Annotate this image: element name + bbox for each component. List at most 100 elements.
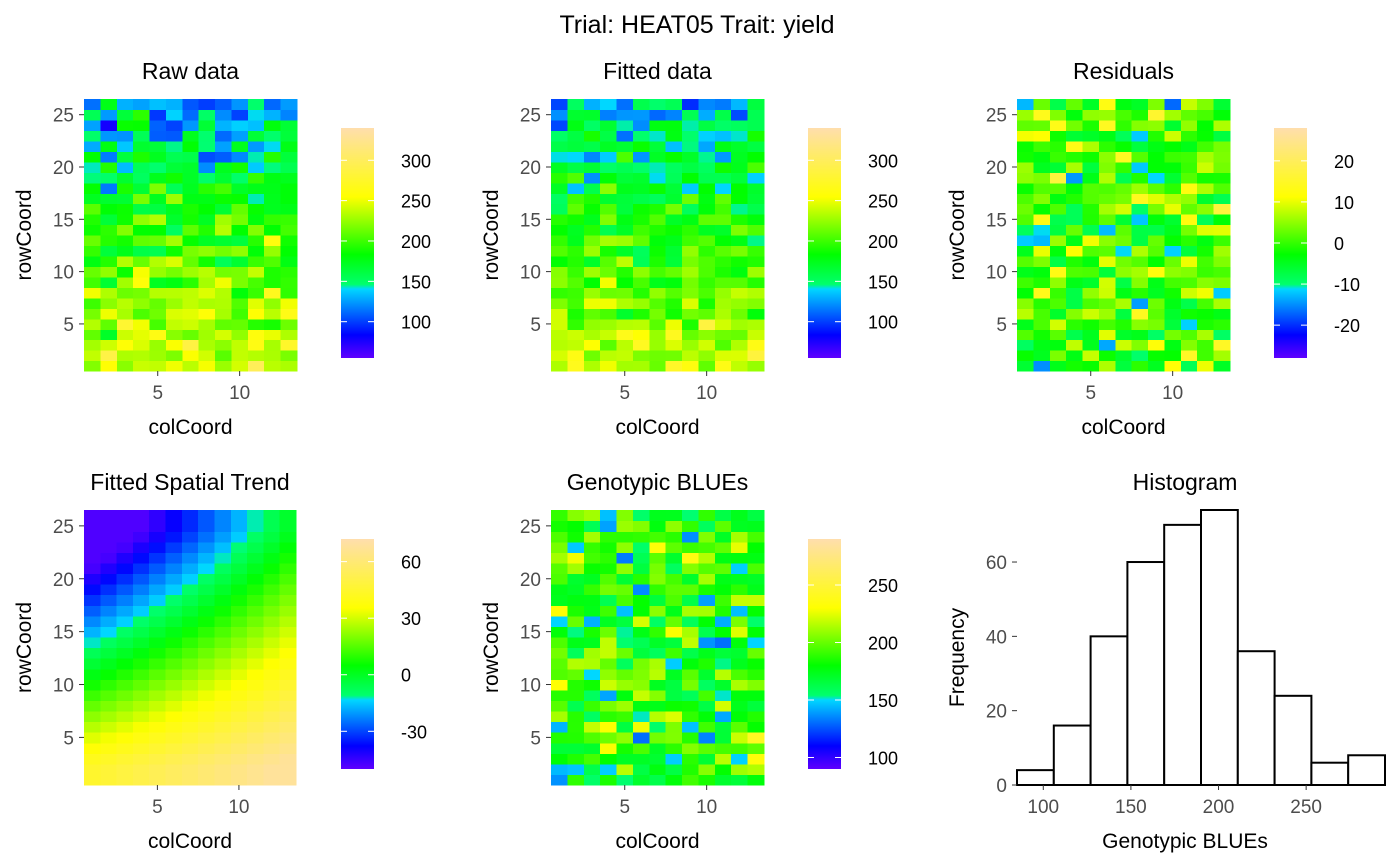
heatmap-cell: [100, 562, 118, 575]
heatmap-cell: [100, 541, 118, 553]
heatmap-cell: [132, 531, 150, 543]
heatmap-cell: [698, 626, 716, 638]
heatmap-cell: [682, 605, 700, 617]
heatmap-cell: [600, 510, 618, 522]
heatmap-cell: [132, 541, 150, 553]
heatmap-cell: [682, 636, 700, 649]
heatmap-cell: [1082, 339, 1100, 351]
heatmap-cell: [149, 584, 167, 596]
heatmap-cell: [1049, 308, 1067, 320]
heatmap-cell: [1049, 161, 1067, 173]
heatmap-cell: [1180, 245, 1198, 257]
heatmap-cell: [247, 339, 265, 351]
heatmap-cell: [181, 658, 199, 670]
heatmap-cell: [1148, 245, 1166, 257]
heatmap-cell: [231, 182, 249, 194]
heatmap-cell: [649, 615, 667, 627]
legend-label: -10: [1334, 275, 1360, 295]
heatmap-cell: [583, 276, 601, 288]
heatmap-cell: [632, 287, 650, 299]
heatmap-cell: [682, 763, 700, 776]
heatmap-cell: [165, 193, 183, 205]
heatmap-cell: [247, 308, 265, 320]
heatmap-cell: [649, 182, 667, 194]
heatmap-cell: [1148, 255, 1166, 267]
heatmap-cell: [1148, 151, 1166, 163]
heatmap-cell: [132, 584, 150, 596]
heatmap-cell: [231, 193, 249, 205]
heatmap-cell: [600, 573, 618, 585]
heatmap-cell: [1082, 151, 1100, 163]
heatmap-cell: [1164, 203, 1182, 215]
heatmap-cell: [1115, 99, 1133, 111]
heatmap-cell: [1197, 308, 1215, 320]
heatmap-cell: [682, 658, 700, 670]
heatmap-cell: [567, 266, 585, 278]
heatmap-cell: [1066, 266, 1084, 278]
heatmap-cell: [551, 679, 568, 691]
heatmap-cell: [714, 214, 732, 226]
heatmap-cell: [214, 742, 232, 754]
heatmap-cell: [731, 329, 749, 341]
heatmap-cell: [567, 140, 585, 152]
legend-label: 100: [868, 749, 898, 769]
heatmap-cell: [600, 161, 618, 173]
heatmap-cell: [231, 119, 249, 131]
heatmap-cell: [1197, 203, 1215, 215]
heatmap-cell: [682, 119, 700, 131]
heatmap-cell: [1066, 99, 1084, 111]
heatmap-cell: [600, 119, 618, 131]
heatmap-cell: [1131, 360, 1149, 372]
heatmap-cell: [149, 182, 167, 194]
heatmap-cell: [583, 329, 601, 341]
heatmap-cell: [551, 255, 568, 267]
x-tick-label: 5: [152, 383, 163, 404]
heatmap-cell: [149, 235, 167, 247]
y-tick-label: 0: [996, 776, 1007, 797]
heatmap-cell: [567, 318, 585, 330]
heatmap-cell: [649, 763, 667, 776]
heatmap-cell: [698, 615, 716, 627]
heatmap-cell: [214, 584, 232, 596]
heatmap-cell: [182, 224, 200, 236]
heatmap-cell: [132, 774, 150, 786]
heatmap-cell: [247, 531, 264, 543]
heatmap-cell: [198, 245, 216, 257]
heatmap-cell: [100, 689, 118, 701]
heatmap-cell: [665, 626, 683, 638]
heatmap-cell: [1098, 172, 1116, 184]
heatmap-cell: [165, 235, 183, 247]
heatmap-cell: [551, 130, 568, 142]
heatmap-cell: [600, 626, 618, 638]
heatmap-cell: [132, 552, 150, 564]
heatmap-cell: [198, 700, 216, 712]
heatmap-cell: [1164, 161, 1182, 173]
heatmap-cell: [132, 721, 150, 733]
heatmap-cell: [132, 510, 150, 522]
heatmap-cell: [149, 552, 167, 564]
heatmap-cell: [616, 753, 634, 765]
heatmap-cell: [698, 520, 716, 532]
heatmap-cell: [280, 297, 298, 309]
heatmap-cell: [181, 615, 199, 627]
heatmap-cell: [165, 203, 183, 215]
legend-label: 30: [401, 609, 421, 629]
heatmap-cell: [747, 360, 765, 372]
heatmap-cell: [698, 109, 716, 121]
heatmap-cell: [567, 615, 585, 627]
heatmap-cell: [1148, 235, 1166, 247]
heatmap-cell: [649, 287, 667, 299]
heatmap-cell: [215, 318, 233, 330]
heatmap-cell: [682, 99, 700, 111]
heatmap-cell: [731, 658, 749, 670]
heatmap-cell: [698, 753, 716, 765]
heatmap-cell: [231, 140, 249, 152]
heatmap-cell: [100, 329, 118, 341]
heatmap-cell: [682, 287, 700, 299]
heatmap-cell: [1098, 151, 1116, 163]
heatmap-cell: [747, 245, 765, 257]
heatmap-cell: [747, 255, 765, 267]
heatmap-cell: [264, 266, 282, 278]
heatmap-cell: [264, 119, 282, 131]
heatmap-cell: [649, 721, 667, 733]
